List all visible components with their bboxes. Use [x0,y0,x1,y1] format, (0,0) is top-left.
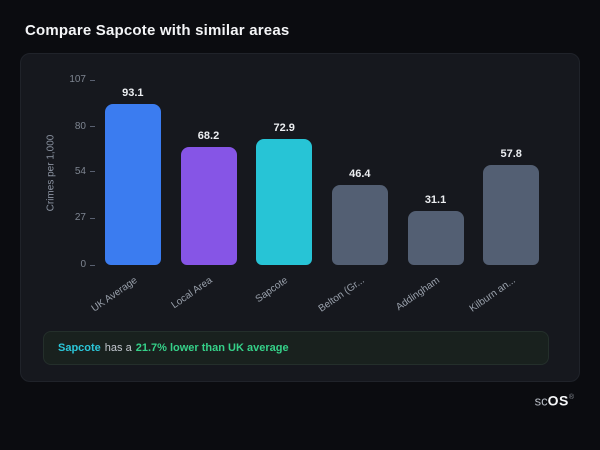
bar-value-label: 57.8 [500,148,522,160]
y-axis-title: Crimes per 1,000 [45,134,57,211]
bar[interactable] [407,211,464,265]
bar-group: 31.1 Addingham [394,80,474,313]
x-axis-label: Sapcote [254,275,291,306]
tick-mark [90,264,95,266]
scos-logo: scOS® [535,390,574,409]
plot-area: 93.1 UK Average 68.2 Local Area 72.9 Sapcote 4… [89,80,549,315]
bar[interactable] [483,165,540,265]
bar-group: 46.4 Belton (Gr... [316,80,398,315]
x-axis-label: Kilburn an... [467,275,518,315]
bar-group: 57.8 Kilburn an... [467,80,549,315]
x-axis-label: Local Area [169,275,215,312]
bar-group: 93.1 UK Average [89,80,171,315]
bar-value-label: 31.1 [424,194,447,206]
chart-card: Crimes per 1,000 0 27 54 80 107 93.1 UK Avera… [20,53,580,382]
tick-mark [90,171,95,173]
note-text: has a [104,342,132,354]
bar-value-label: 72.9 [273,122,295,134]
bar-value-label: 46.4 [349,168,371,180]
y-tick-label: 80 [75,120,95,134]
bar-chart: Crimes per 1,000 0 27 54 80 107 93.1 UK Avera… [43,74,549,327]
tick-mark [90,217,95,219]
y-tick-label: 107 [69,73,95,87]
comparison-note: Sapcote has a 21.7% lower than UK averag… [43,331,549,365]
y-axis: 0 27 54 80 107 [59,74,95,270]
bar-group: 72.9 Sapcote [246,80,322,305]
page-title: Compare Sapcote with similar areas [25,22,290,39]
x-axis-label: Addingham [394,275,442,314]
footer: scOS® [0,382,600,409]
note-highlight: 21.7% lower than UK average [135,342,289,354]
tick-mark [90,79,95,81]
y-tick-label: 54 [75,165,95,179]
y-tick-label: 27 [75,211,95,225]
y-tick-label: 0 [80,258,95,272]
logo-prefix: sc [534,393,548,409]
tick-mark [90,126,95,128]
bar-value-label: 93.1 [122,87,144,99]
x-axis-label: UK Average [89,275,140,315]
bar[interactable] [331,185,388,265]
logo-suffix: OS [547,392,569,409]
x-axis-label: Belton (Gr... [316,275,367,315]
registered-mark: ® [568,394,574,401]
note-area-name: Sapcote [58,342,101,354]
bar[interactable] [104,104,161,265]
bar[interactable] [256,139,313,265]
bar[interactable] [180,147,237,265]
bar-group: 68.2 Local Area [170,80,247,311]
bar-value-label: 68.2 [197,130,220,142]
